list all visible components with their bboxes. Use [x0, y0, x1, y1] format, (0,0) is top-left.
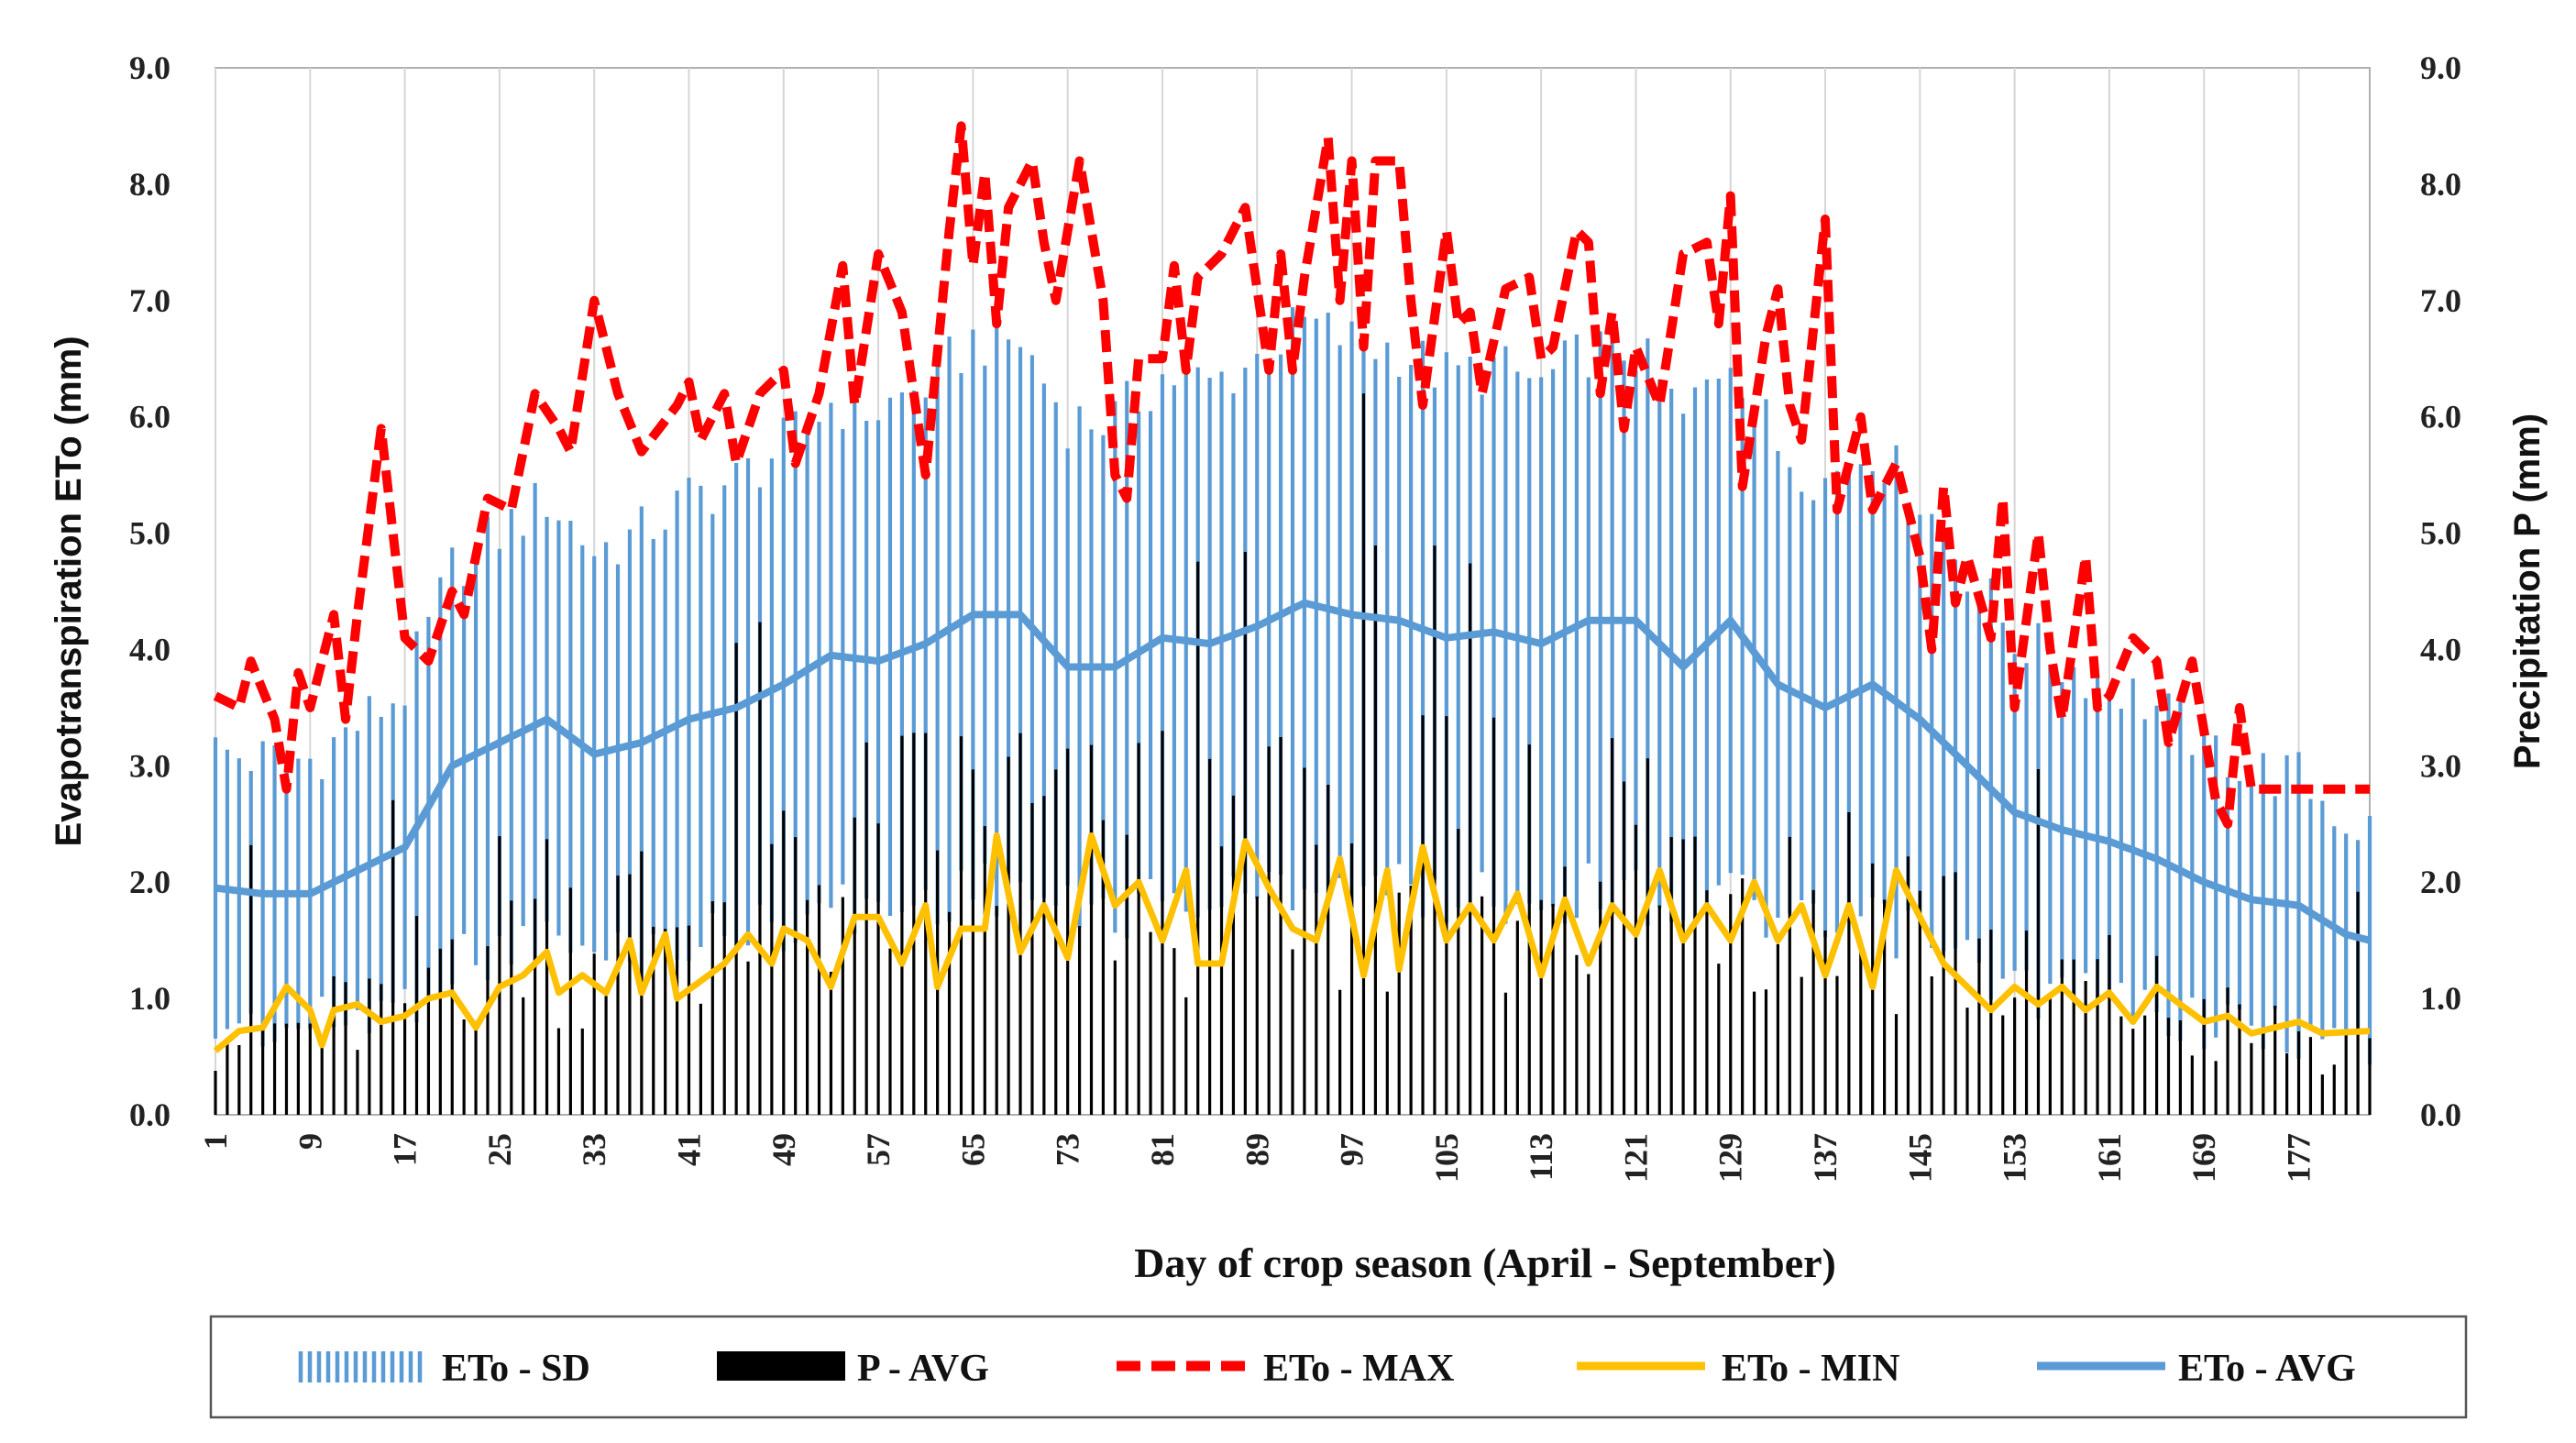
- left-tick-label: 1.0: [129, 980, 171, 1017]
- right-axis-title: Precipitation P (mm): [2507, 413, 2548, 769]
- right-tick-label: 9.0: [2420, 50, 2461, 86]
- left-tick-label: 6.0: [129, 399, 171, 435]
- left-tick-label: 4.0: [129, 631, 171, 667]
- right-tick-label: 0.0: [2420, 1096, 2461, 1133]
- right-tick-label: 5.0: [2420, 515, 2461, 552]
- legend-label-eto-avg: ETo - AVG: [2178, 1348, 2356, 1390]
- legend-swatch-eto-sd: [298, 1351, 423, 1382]
- legend-item-eto-avg: ETo - AVG: [2037, 1348, 2356, 1390]
- legend-item-p-avg: P - AVG: [717, 1348, 989, 1390]
- x-tick-label: 145: [1901, 1133, 1938, 1183]
- left-y-axis-ticks: 0.0 1.0 2.0 3.0 4.0 5.0 6.0 7.0 8.0 9.0: [129, 50, 171, 1133]
- right-tick-label: 7.0: [2420, 282, 2461, 319]
- x-tick-label: 121: [1617, 1133, 1654, 1183]
- x-tick-label: 137: [1807, 1133, 1844, 1183]
- legend-label-p-avg: P - AVG: [857, 1348, 989, 1390]
- right-tick-label: 4.0: [2420, 631, 2461, 667]
- legend-item-eto-max: ETo - MAX: [1117, 1348, 1454, 1390]
- x-axis-ticks: 1 9 17 25 33 41 49 57 65 73 81 89 97 105 113 121 129 137 1…: [197, 1133, 2317, 1183]
- x-tick-label: 161: [2091, 1133, 2128, 1183]
- x-tick-label: 81: [1144, 1133, 1181, 1166]
- left-tick-label: 0.0: [129, 1096, 171, 1133]
- p-avg-series: [214, 393, 2372, 1115]
- legend-swatch-p-avg: [717, 1351, 845, 1381]
- x-tick-label: 49: [765, 1133, 802, 1166]
- x-tick-label: 89: [1238, 1133, 1275, 1166]
- right-y-axis-ticks: 0.0 1.0 2.0 3.0 4.0 5.0 6.0 7.0 8.0 9.0: [2420, 50, 2461, 1133]
- left-tick-label: 5.0: [129, 515, 171, 552]
- left-tick-label: 2.0: [129, 864, 171, 900]
- left-tick-label: 9.0: [129, 50, 171, 86]
- right-tick-label: 2.0: [2420, 864, 2461, 900]
- legend-item-eto-sd: ETo - SD: [298, 1348, 590, 1390]
- right-tick-label: 6.0: [2420, 399, 2461, 435]
- x-tick-label: 153: [1997, 1133, 2033, 1183]
- right-tick-label: 8.0: [2420, 166, 2461, 203]
- left-tick-label: 7.0: [129, 282, 171, 319]
- legend-label-eto-max: ETo - MAX: [1263, 1348, 1454, 1390]
- x-tick-label: 177: [2281, 1133, 2317, 1183]
- x-tick-label: 17: [387, 1133, 424, 1166]
- line-series: [213, 121, 2371, 1053]
- x-tick-label: 113: [1523, 1133, 1559, 1181]
- x-tick-label: 57: [860, 1133, 897, 1166]
- right-tick-label: 3.0: [2420, 747, 2461, 784]
- legend: ETo - SD P - AVG ETo - MAX ETo - MIN ETo…: [209, 1315, 2468, 1419]
- left-axis-title: Evapotranspiration ETo (mm): [49, 336, 89, 846]
- x-tick-label: 129: [1712, 1133, 1749, 1183]
- left-tick-label: 3.0: [129, 747, 171, 784]
- x-tick-label: 105: [1428, 1133, 1465, 1183]
- x-tick-label: 169: [2185, 1133, 2222, 1183]
- x-tick-label: 9: [292, 1133, 328, 1150]
- eto-min-line: [213, 832, 2371, 1053]
- x-tick-label: 41: [670, 1133, 707, 1166]
- x-tick-label: 1: [197, 1133, 234, 1150]
- x-tick-label: 65: [954, 1133, 991, 1166]
- legend-label-eto-sd: ETo - SD: [442, 1348, 590, 1390]
- x-axis-title: Day of crop season (April - September): [1134, 1239, 1836, 1286]
- legend-item-eto-min: ETo - MIN: [1577, 1348, 1899, 1390]
- eto-max-line: [213, 121, 2370, 829]
- x-tick-label: 25: [481, 1133, 518, 1166]
- right-tick-label: 1.0: [2420, 980, 2461, 1017]
- x-tick-label: 33: [576, 1133, 612, 1166]
- x-tick-label: 97: [1334, 1133, 1371, 1166]
- eto-avg-line: [215, 599, 2371, 944]
- left-tick-label: 8.0: [129, 166, 171, 203]
- x-tick-label: 73: [1050, 1133, 1086, 1166]
- legend-label-eto-min: ETo - MIN: [1722, 1348, 1899, 1390]
